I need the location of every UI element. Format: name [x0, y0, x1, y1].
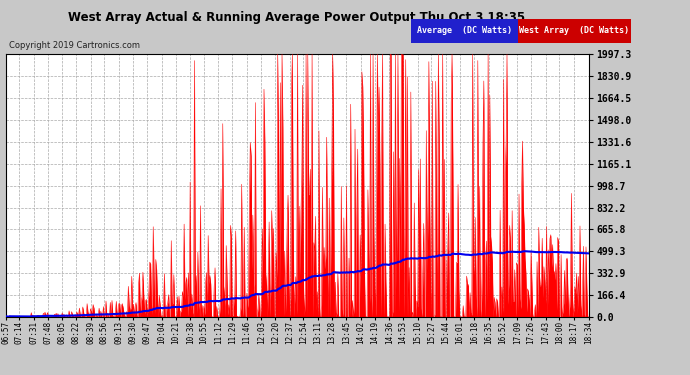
Text: West Array Actual & Running Average Power Output Thu Oct 3 18:35: West Array Actual & Running Average Powe… [68, 11, 526, 24]
Text: West Array  (DC Watts): West Array (DC Watts) [520, 26, 629, 36]
Text: Average  (DC Watts): Average (DC Watts) [417, 26, 511, 36]
Text: Copyright 2019 Cartronics.com: Copyright 2019 Cartronics.com [9, 41, 140, 50]
